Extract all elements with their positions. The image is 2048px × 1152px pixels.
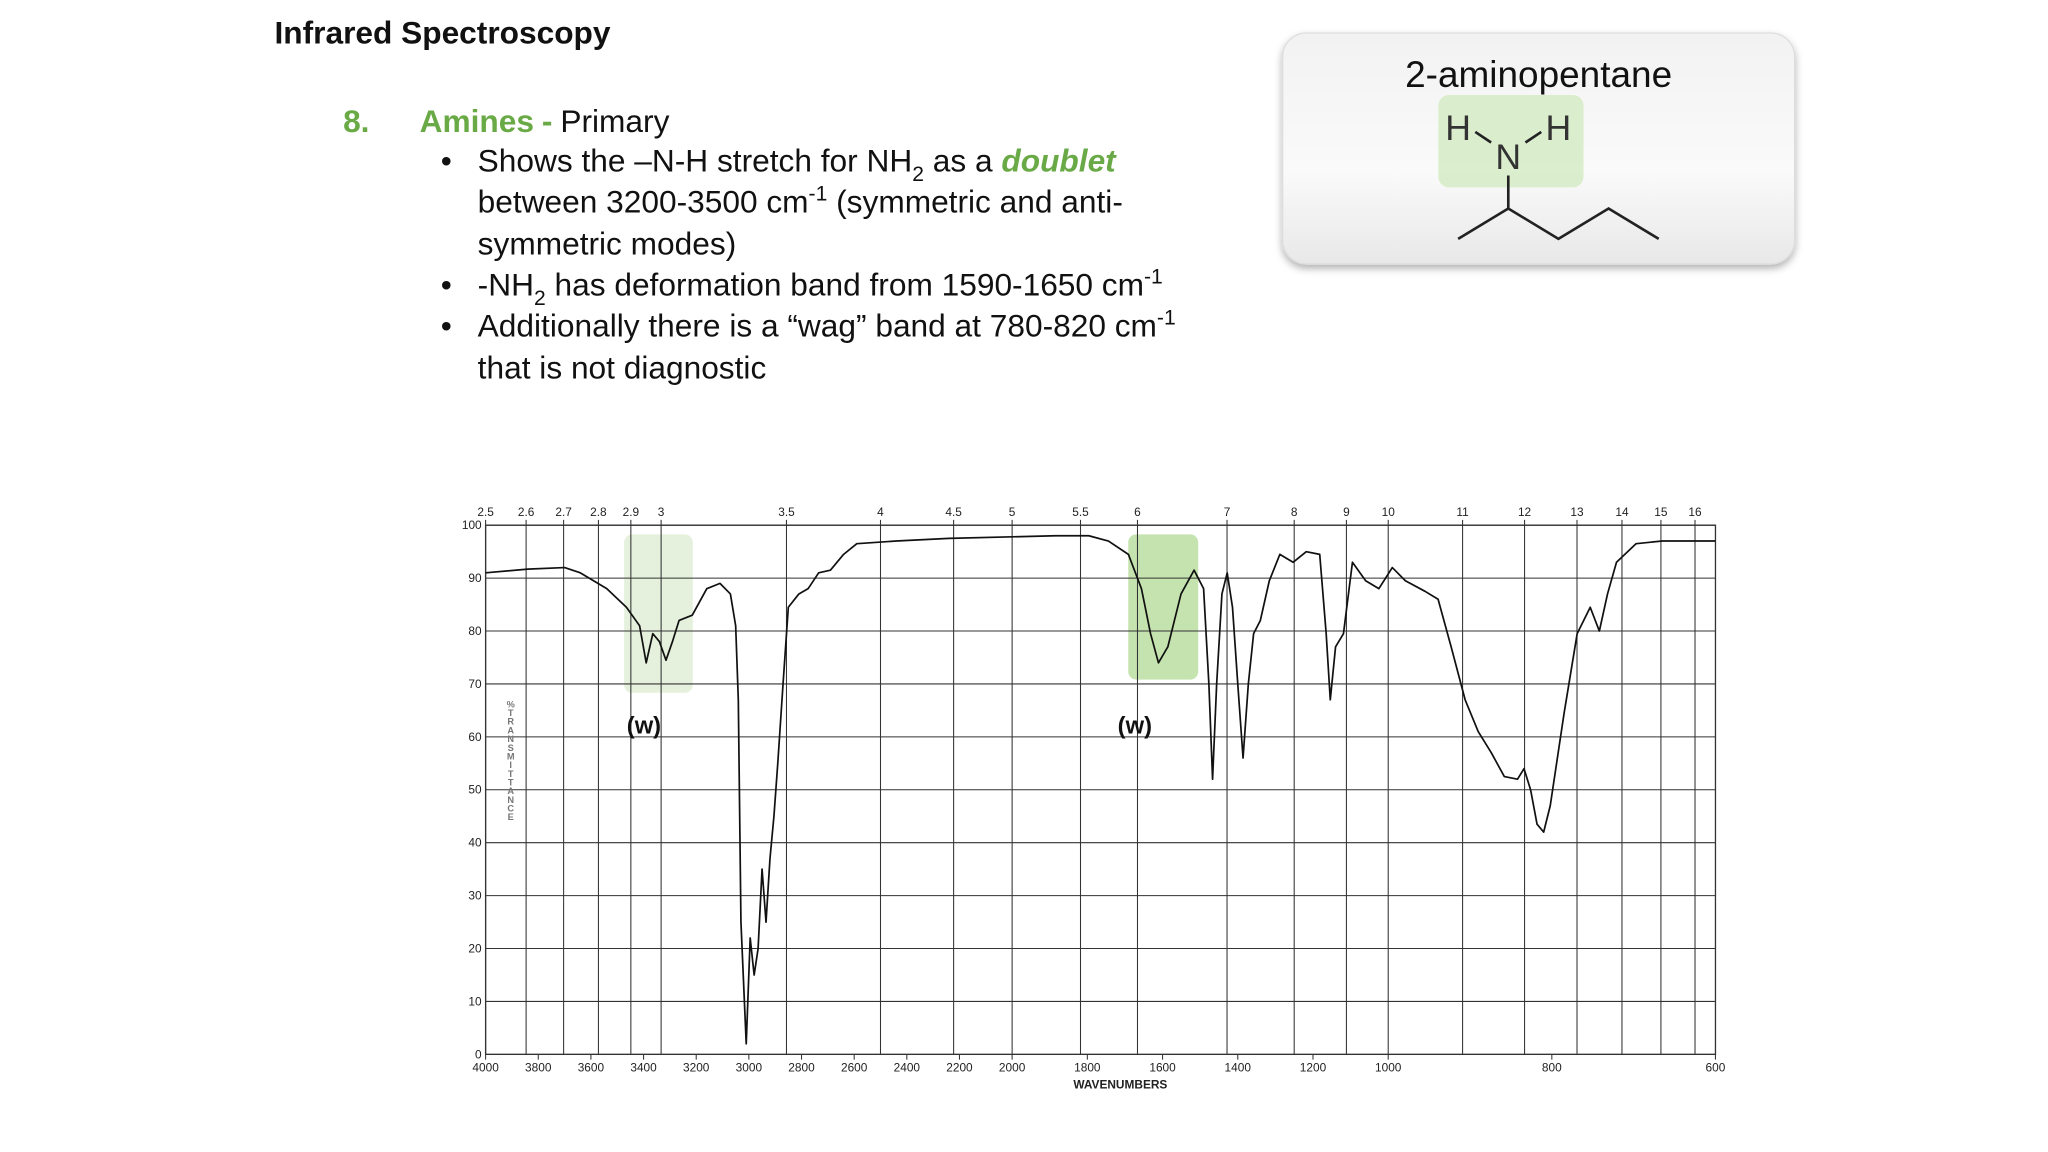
bonds (1457, 130, 1660, 241)
y-tick-label: 0 (475, 1047, 482, 1061)
bullet-list: • Shows the –N-H stretch for NH2​ as a do… (441, 143, 1176, 386)
script-text: -1 (1144, 266, 1163, 289)
x2-tick-label: 9 (1343, 505, 1350, 519)
annotation: (w) (627, 713, 661, 740)
text-run: -NH (478, 267, 534, 303)
y-tick-label: 20 (468, 941, 482, 955)
y-tick-label: 50 (468, 783, 482, 797)
x-tick-label: 600 (1706, 1061, 1726, 1075)
x-tick-label: 3400 (630, 1061, 657, 1075)
x2-tick-label: 2.9 (623, 505, 640, 519)
bullet-line: symmetric modes) (478, 226, 737, 262)
bullet: • (441, 267, 452, 303)
y-tick-label: 90 (468, 571, 482, 585)
x-tick-label: 3800 (525, 1061, 552, 1075)
script-text: -1 (809, 183, 828, 206)
spectrum-line (485, 534, 1716, 1045)
text-run: Additionally there is a “wag” band at 78… (478, 307, 1157, 343)
x2-tick-label: 14 (1615, 505, 1629, 519)
x2-tick-label: 4.5 (945, 505, 962, 519)
heading: Amines (420, 103, 534, 139)
text-run: as a (924, 143, 1001, 179)
y-axis-label: %TRANSMITTANCE (506, 699, 516, 821)
x2-tick-label: 12 (1518, 505, 1531, 519)
bullet-line: Additionally there is a “wag” band at 78… (478, 307, 1176, 344)
script-text: 2 (912, 163, 924, 186)
text-run: has deformation band from 1590-1650 cm (546, 267, 1144, 303)
bullet-line: that is not diagnostic (478, 350, 767, 386)
x2-tick-label: 3.5 (778, 505, 795, 519)
x2-tick-label: 13 (1570, 505, 1584, 519)
x2-tick-label: 7 (1224, 505, 1231, 519)
x-tick-label: 3200 (683, 1061, 710, 1075)
x-tick-label: 1800 (1074, 1061, 1101, 1075)
bullet-line: Shows the –N-H stretch for NH2​ as a dou… (478, 143, 1117, 186)
atom: H (1546, 108, 1572, 148)
y-tick-label: 40 (468, 836, 482, 850)
text-run: symmetric modes) (478, 226, 737, 262)
plot-frame (484, 524, 1717, 1056)
x2-tick-label: 11 (1456, 505, 1469, 519)
x-tick-label: 1000 (1375, 1061, 1402, 1075)
molecule-card: 2-aminopentane H N H (1281, 32, 1796, 265)
x2-tick-label: 8 (1291, 505, 1298, 519)
x2-tick-label: 5.5 (1072, 505, 1089, 519)
separator: - (542, 103, 553, 139)
y-tick-label: 60 (468, 730, 482, 744)
script-text: -1 (1157, 307, 1176, 330)
x2-tick-label: 15 (1654, 505, 1668, 519)
subheading: Primary (560, 103, 669, 139)
bullet-line: between 3200-3500 cm-1​ (symmetric and a… (478, 183, 1123, 220)
x-tick-label: 800 (1542, 1061, 1562, 1075)
x2-tick-label: 4 (877, 505, 884, 519)
y-tick-label: 70 (468, 677, 482, 691)
x-tick-label: 2800 (788, 1061, 815, 1075)
y-tick-label: 30 (468, 889, 482, 903)
x2-tick-label: 3 (658, 505, 665, 519)
text-run: doublet (1001, 143, 1117, 179)
x-tick-label: 2400 (894, 1061, 921, 1075)
x-axis-label: WAVENUMBERS (1073, 1078, 1167, 1092)
x2-tick-label: 2.6 (518, 505, 535, 519)
x2-tick-label: 2.7 (555, 505, 572, 519)
slide-title: Infrared Spectroscopy (274, 15, 610, 51)
y-tick-label: 80 (468, 624, 482, 638)
atom: N (1495, 137, 1521, 177)
script-text: 2 (534, 287, 546, 310)
item-number: 8. (343, 103, 369, 139)
text-run: (symmetric and anti- (827, 183, 1123, 219)
x2-tick-label: 10 (1382, 505, 1396, 519)
highlight (1438, 95, 1584, 188)
x2-tick-label: 2.5 (477, 505, 494, 519)
text-run: between 3200-3500 cm (478, 183, 809, 219)
item-heading: 8. Amines - Primary (343, 103, 669, 139)
molecule-name: 2-aminopentane (1405, 54, 1672, 95)
atom: H (1445, 108, 1471, 148)
x-tick-label: 2200 (946, 1061, 973, 1075)
x-tick-label: 3000 (736, 1061, 763, 1075)
y-tick-label: 10 (468, 994, 482, 1008)
bullet-line: -NH2​ has deformation band from 1590-165… (478, 266, 1163, 310)
x2-tick-label: 5 (1009, 505, 1016, 519)
x-tick-label: 2000 (999, 1061, 1026, 1075)
x-tick-label: 2600 (841, 1061, 868, 1075)
x2-tick-label: 2.8 (590, 505, 607, 519)
x-tick-label: 3600 (578, 1061, 605, 1075)
x2-tick-label: 6 (1134, 505, 1141, 519)
x-tick-label: 1400 (1225, 1061, 1252, 1075)
bullet: • (441, 143, 452, 179)
x-tick-label: 4000 (472, 1061, 499, 1075)
text-run: Shows the –N-H stretch for NH (478, 143, 913, 179)
x-tick-label: 1200 (1300, 1061, 1327, 1075)
y-tick-label: 100 (462, 518, 482, 532)
x2-tick-label: 16 (1688, 505, 1702, 519)
annotation: (w) (1118, 713, 1152, 740)
bullet: • (441, 307, 452, 343)
highlight (1128, 534, 1199, 680)
highlight (624, 534, 693, 693)
x-tick-label: 1600 (1149, 1061, 1176, 1075)
text-run: that is not diagnostic (478, 350, 767, 386)
